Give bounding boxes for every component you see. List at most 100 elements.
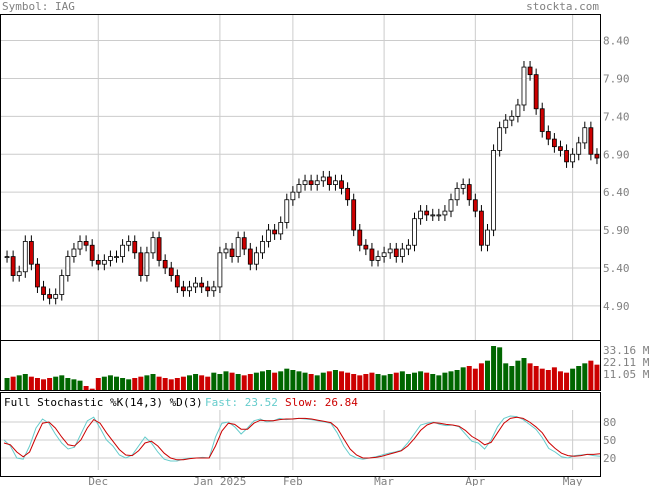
volume-bar xyxy=(138,376,144,390)
volume-bar xyxy=(253,372,259,390)
volume-bar xyxy=(53,376,59,390)
volume-bar xyxy=(156,376,162,390)
volume-bar xyxy=(95,378,101,390)
volume-bar xyxy=(460,367,466,390)
volume-bar xyxy=(442,372,448,390)
x-tick-label: Dec xyxy=(88,475,108,486)
candle-body xyxy=(156,237,162,261)
volume-bar xyxy=(557,371,563,390)
volume-bar xyxy=(16,375,22,390)
volume-bar xyxy=(211,372,217,390)
price-tick-label: 7.40 xyxy=(603,110,630,123)
volume-bar xyxy=(484,360,490,390)
candle-body xyxy=(35,263,40,288)
candle-body xyxy=(375,256,381,261)
volume-bar xyxy=(326,371,332,390)
volume-bar xyxy=(126,379,132,390)
candle-body xyxy=(120,244,125,258)
candle-body xyxy=(594,153,600,159)
volume-bar xyxy=(357,375,363,390)
symbol-label: Symbol: IAG xyxy=(2,0,75,13)
volume-bar xyxy=(369,372,375,390)
candle-body xyxy=(65,256,71,276)
volume-tick-label: 33.16 M xyxy=(603,344,650,357)
candle-body xyxy=(509,115,515,121)
volume-bar xyxy=(521,358,527,390)
candle-body xyxy=(345,187,351,201)
candle-body xyxy=(108,256,113,261)
volume-bar xyxy=(332,370,338,390)
stoch-title: Full Stochastic %K(14,3) %D(3) xyxy=(4,396,203,409)
volume-bar xyxy=(89,388,95,390)
volume-bar xyxy=(472,368,478,390)
volume-bar xyxy=(339,371,345,390)
volume-bar xyxy=(83,386,89,390)
candle-body xyxy=(472,199,478,212)
volume-bar xyxy=(375,374,381,390)
candle-body xyxy=(59,275,65,295)
volume-bar xyxy=(570,368,576,390)
volume-bar xyxy=(101,376,107,390)
candle-body xyxy=(539,108,545,132)
volume-bar xyxy=(503,363,509,390)
candle-body xyxy=(333,180,338,185)
candle-body xyxy=(253,252,259,265)
candle-body xyxy=(150,237,156,254)
candle-body xyxy=(235,237,241,258)
candle-body xyxy=(564,150,569,163)
candle-body xyxy=(199,282,205,288)
candle-body xyxy=(357,229,363,246)
volume-bar xyxy=(41,379,47,390)
volume-tick-label: 22.11 M xyxy=(603,356,650,369)
price-tick-label: 8.40 xyxy=(603,35,630,48)
volume-bar xyxy=(205,376,211,390)
candle-body xyxy=(28,241,34,265)
candle-body xyxy=(22,241,28,273)
stoch-tick-label: 80 xyxy=(603,416,616,429)
volume-bar xyxy=(320,372,326,390)
candle-body xyxy=(393,248,399,258)
candle-body xyxy=(272,229,278,235)
volume-bar xyxy=(363,374,369,390)
candle-body xyxy=(418,210,423,220)
candle-body xyxy=(430,214,436,217)
stoch-fast-label: Fast: 23.52 xyxy=(205,396,278,409)
candle-body xyxy=(454,187,460,201)
candle-body xyxy=(47,294,53,299)
price-tick-label: 5.40 xyxy=(603,262,630,275)
candle-body xyxy=(521,66,527,106)
candle-body xyxy=(71,248,77,258)
volume-bar xyxy=(150,374,156,390)
volume-bar xyxy=(424,372,430,390)
candle-body xyxy=(442,210,448,216)
volume-bar xyxy=(412,372,418,390)
volume-bar xyxy=(308,374,314,390)
volume-bar xyxy=(545,370,551,390)
stoch-tick-label: 50 xyxy=(603,434,616,447)
candle-body xyxy=(497,127,503,151)
candle-body xyxy=(126,241,132,246)
volume-bar xyxy=(199,375,205,390)
volume-bar xyxy=(168,379,174,390)
candle-body xyxy=(174,275,180,288)
volume-bar xyxy=(405,374,411,390)
candle-body xyxy=(302,180,308,185)
volume-bar xyxy=(174,378,180,390)
candle-body xyxy=(308,180,314,185)
candle-body xyxy=(363,244,369,250)
volume-bar xyxy=(259,371,265,390)
candle-body xyxy=(168,267,174,276)
volume-bar xyxy=(272,372,278,390)
candle-body xyxy=(479,210,484,246)
price-tick-label: 5.90 xyxy=(603,224,630,237)
candle-body xyxy=(162,259,168,269)
volume-bar xyxy=(588,360,594,390)
candle-body xyxy=(381,252,387,258)
volume-bar xyxy=(399,371,405,390)
candle-body xyxy=(205,286,211,292)
volume-bar xyxy=(436,375,442,390)
stoch-fast-line xyxy=(3,415,601,462)
candle-body xyxy=(229,248,235,258)
volume-bar xyxy=(497,347,503,390)
